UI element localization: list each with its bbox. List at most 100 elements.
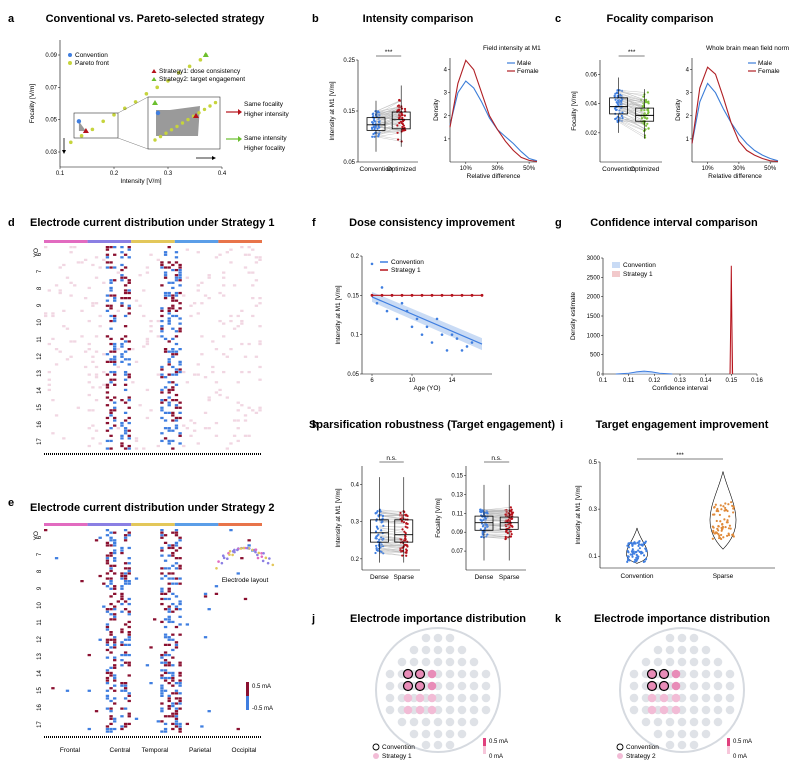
panel-label-f: f (312, 217, 316, 229)
h-point-left (379, 510, 382, 513)
a-x-arrow-head (212, 156, 216, 160)
i-point-convention (634, 551, 637, 554)
i-point-sparse (723, 509, 726, 512)
k-legend-convention-marker (616, 743, 624, 751)
d-cell (214, 434, 219, 437)
d-cell (98, 266, 102, 269)
d-cell (113, 416, 117, 420)
d-cell (109, 427, 113, 430)
panel-label-k: k (555, 613, 562, 625)
k-electrode (701, 705, 711, 715)
e-y-tick-label: 12 (37, 636, 43, 643)
g-y-tick-label: 0 (597, 372, 601, 378)
d-cell (113, 373, 117, 376)
panel-i-title: Target engagement improvement (596, 419, 769, 431)
d-cell (123, 401, 128, 404)
e-cell (105, 557, 110, 560)
e-cell (160, 529, 164, 532)
e-cell (54, 557, 59, 560)
j-active-electrode (415, 681, 425, 691)
k-electrode (713, 693, 723, 703)
a-x-tick-label: 0.3 (164, 171, 173, 177)
a-inset-pareto-point (208, 104, 212, 108)
c-point-right (646, 122, 649, 125)
e-y-tick-label: 14 (37, 670, 43, 677)
k-active-electrode (647, 693, 657, 703)
j-convention-ring (402, 680, 414, 692)
e-cell (127, 633, 131, 636)
d-cell (134, 437, 139, 440)
j-electrode (433, 693, 443, 703)
e-cell (167, 608, 171, 611)
d-cell (87, 381, 91, 384)
d-cell (145, 271, 150, 274)
d-y-label: YO (33, 248, 40, 257)
e-cell (171, 676, 175, 680)
j-electrode (409, 645, 419, 655)
e-cell (160, 536, 164, 539)
k-electrode (653, 645, 663, 655)
d-cell (113, 406, 117, 409)
d-cell (185, 427, 190, 430)
b-pair-line (375, 136, 402, 142)
h2-point-left (480, 519, 483, 523)
j-electrode (409, 717, 419, 727)
d-cell (240, 322, 244, 325)
d-cell (243, 414, 248, 417)
b-y-label: Intensity at M1 [V/m] (329, 81, 336, 140)
d-cell (113, 317, 117, 320)
h2-point-right (510, 510, 513, 514)
d-cell (247, 406, 251, 409)
b-pair-line (375, 100, 402, 116)
d-cell (109, 350, 113, 353)
e-cell (109, 582, 113, 585)
a-inset-triangle (156, 106, 200, 136)
h2-pair-line (483, 511, 510, 513)
d-cell (163, 350, 168, 353)
i-point-convention (632, 542, 635, 545)
e-cell (174, 531, 179, 534)
d-cell (156, 319, 160, 323)
f-x-tick-label: 14 (449, 378, 456, 384)
f-strategy1-point (370, 293, 374, 297)
c-pair-line (618, 100, 645, 107)
e-cell (163, 679, 168, 682)
d-cell (174, 370, 179, 374)
d-cell (102, 281, 106, 284)
e-cell (160, 549, 164, 552)
e-cell (105, 628, 110, 631)
c-y-label: Focality [V/m] (571, 91, 578, 131)
k-electrode (689, 717, 699, 727)
i-point-sparse (731, 533, 735, 536)
e-cell (174, 707, 179, 710)
b-point-left (373, 128, 376, 131)
i-point-convention (645, 550, 648, 553)
e-cell (160, 554, 164, 557)
h-y-label: Intensity at M1 [V/m] (335, 488, 342, 547)
e-cell (145, 664, 150, 667)
k-electrode (689, 633, 699, 643)
i-point-convention (626, 560, 629, 563)
j-electrode (433, 717, 443, 727)
d-cell (91, 409, 95, 412)
d-cell (113, 350, 117, 353)
e-cell (163, 534, 168, 537)
b-point-left (373, 120, 376, 123)
e-cell (167, 676, 171, 680)
d-cell (44, 246, 48, 249)
b2-x-label: Relative difference (467, 173, 521, 180)
d-cell (174, 406, 179, 409)
a-legend-convention-label: Convention (75, 52, 108, 59)
d-cell (123, 429, 128, 432)
e-cell (123, 623, 128, 626)
c-category-label: Convention (602, 166, 635, 173)
e-cell (160, 656, 164, 659)
d-cell (69, 294, 73, 297)
panel-label-j: j (311, 613, 315, 625)
e-cell (105, 643, 110, 646)
e-cell (160, 710, 164, 713)
d-cell (258, 378, 262, 381)
d-cell (62, 325, 66, 328)
a-inset-strategy2-marker (152, 100, 158, 105)
e-cell (174, 682, 179, 685)
